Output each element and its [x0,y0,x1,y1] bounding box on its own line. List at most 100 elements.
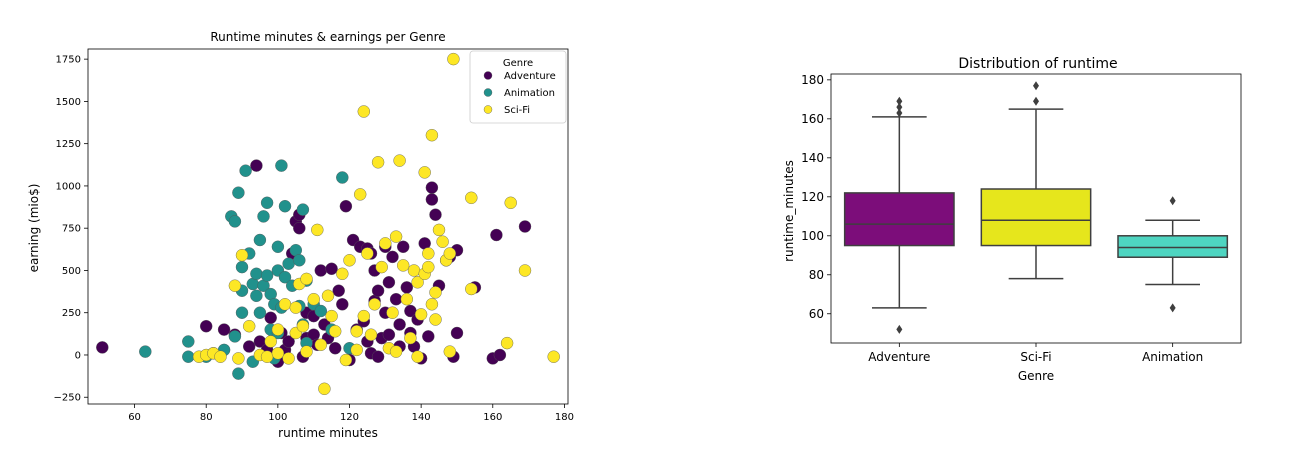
scatter-title: Runtime minutes & earnings per Genre [210,30,445,44]
legend-frame [469,50,567,124]
scatter-point-sci-fi [336,267,349,280]
scatter-point-sci-fi [500,336,514,350]
y-tick-label: 1750 [56,55,81,66]
legend-label: Adventure [504,71,556,82]
scatter-point-sci-fi [465,191,478,205]
y-tick-label: 100 [801,229,824,243]
scatter-point-adventure [400,281,413,294]
scatter-point-adventure [314,264,327,277]
scatter-point-animation [250,289,263,302]
scatter-point-animation [250,267,263,280]
scatter-point-animation [293,254,306,267]
x-tick-label: 80 [200,412,213,423]
y-tick-label: 250 [62,308,81,319]
legend-marker [483,71,493,80]
scatter-point-adventure [371,284,385,297]
x-tick-label: Adventure [868,350,930,364]
scatter-point-adventure [393,318,406,331]
scatter-point-adventure [425,181,439,194]
y-tick-label: 0 [75,350,81,361]
scatter-chart: Runtime minutes & earnings per Genre 60 8… [27,30,574,440]
scatter-point-sci-fi [504,196,517,210]
scatter-point-sci-fi [235,248,249,262]
scatter-point-sci-fi [465,282,478,296]
x-tick-label: Sci-Fi [1020,350,1051,364]
scatter-point-sci-fi [368,298,381,311]
x-tick-label: 160 [483,412,502,423]
scatter-point-adventure [450,326,464,340]
scatter-point-sci-fi [282,352,295,365]
y-tick-label: 120 [801,190,824,204]
scatter-point-adventure [429,208,442,221]
scatter-point-sci-fi [393,154,406,167]
scatter-point-sci-fi [357,105,370,118]
scatter-point-adventure [336,298,349,311]
scatter-point-adventure [282,335,295,348]
scatter-point-animation [232,367,245,380]
scatter-point-sci-fi [547,350,560,363]
x-tick-label: 60 [128,412,141,423]
scatter-point-animation [253,233,267,247]
scatter-point-sci-fi [443,345,456,358]
legend-label: Sci-Fi [504,105,530,116]
y-tick-label: 180 [801,73,824,87]
scatter-point-sci-fi [357,309,370,323]
scatter-point-adventure [293,221,306,235]
scatter-point-sci-fi [300,345,313,358]
box-sci-fi [980,188,1092,247]
scatter-point-sci-fi [354,188,367,201]
scatter-point-sci-fi [397,259,410,272]
y-tick-label: 500 [62,266,81,277]
box-chart: Distribution of runtime Adventure Sci-Fi A… [782,56,1242,383]
y-tick-label: −250 [54,393,81,404]
scatter-point-sci-fi [379,237,392,250]
scatter-point-sci-fi [325,309,338,323]
scatter-point-sci-fi [518,264,532,277]
scatter-point-sci-fi [404,331,417,345]
scatter-point-adventure [199,320,213,333]
box-x-axis-label: Genre [1018,369,1054,383]
scatter-y-ticks: −250 0 250 500 750 1000 1250 1500 1750 [54,55,88,404]
scatter-point-animation [296,203,310,216]
legend-title: Genre [503,58,533,69]
scatter-point-sci-fi [260,350,274,363]
scatter-point-adventure [386,250,399,264]
scatter-point-sci-fi [264,335,277,348]
y-tick-label: 80 [809,268,824,282]
y-tick-label: 1000 [56,181,81,192]
box-animation [1117,235,1229,258]
scatter-point-sci-fi [318,382,331,395]
legend-marker [483,88,493,97]
scatter-point-sci-fi [300,272,313,286]
scatter-point-sci-fi [443,247,456,260]
scatter-point-adventure [382,328,396,341]
outlier-sci-fi [1033,81,1039,91]
scatter-point-adventure [332,284,345,297]
scatter-point-sci-fi [400,293,413,306]
y-tick-label: 160 [801,112,824,126]
scatter-point-sci-fi [232,352,245,365]
scatter-point-sci-fi [329,325,342,338]
scatter-point-animation [271,240,285,254]
scatter-point-adventure [371,350,385,363]
x-tick-label: 180 [555,412,574,423]
scatter-point-sci-fi [436,235,449,248]
scatter-point-sci-fi [350,343,363,357]
box-plot-boxes [843,81,1229,334]
scatter-point-adventure [217,323,231,336]
scatter-point-adventure [493,348,507,362]
scatter-point-adventure [96,341,109,354]
scatter-point-adventure [382,276,396,289]
scatter-point-adventure [242,340,256,353]
scatter-point-adventure [490,228,503,242]
scatter-point-sci-fi [429,286,442,299]
scatter-y-axis-label: earning (mio$) [27,184,41,273]
scatter-point-sci-fi [422,247,435,260]
outlier-adventure [896,324,903,334]
scatter-point-sci-fi [343,254,356,267]
scatter-point-animation [182,350,195,363]
legend-marker [483,105,493,114]
outlier-animation [1169,303,1176,313]
scatter-point-sci-fi [411,350,424,363]
outlier-adventure [896,108,903,118]
